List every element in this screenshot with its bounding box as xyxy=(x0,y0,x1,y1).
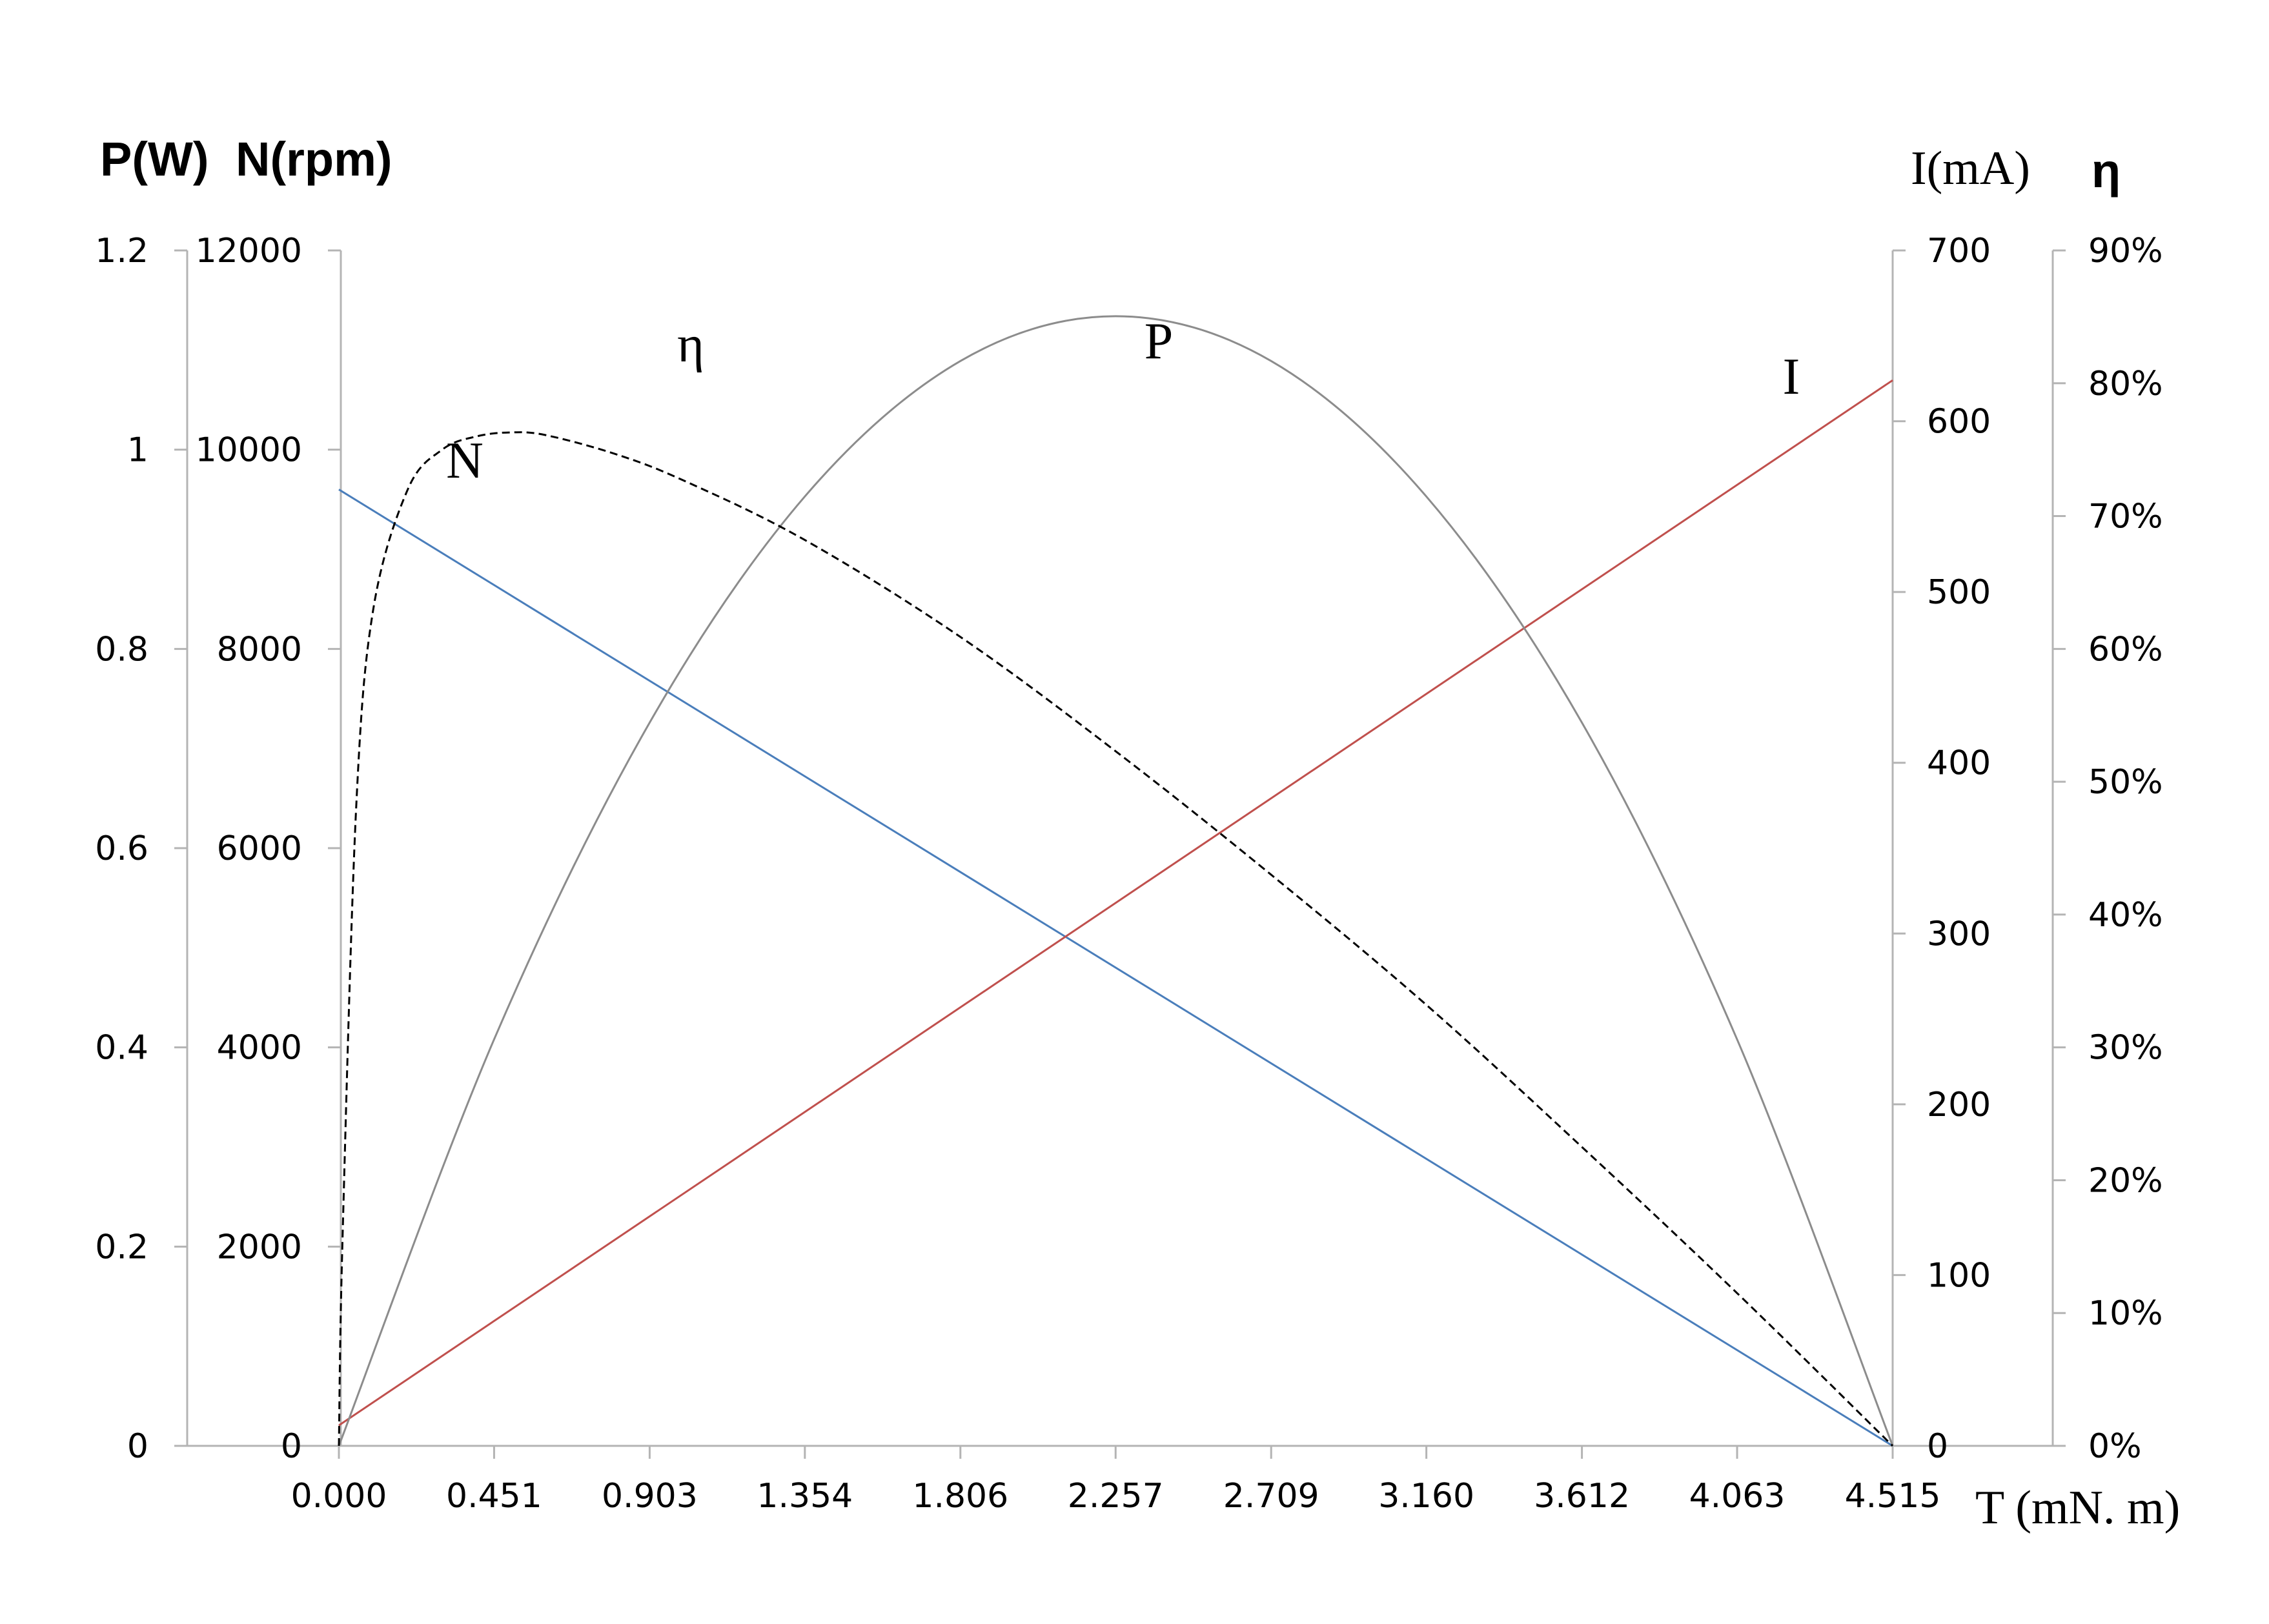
y-tick-label-y_power: 1.2 xyxy=(95,232,148,270)
label-layer: N I Pη xyxy=(446,313,1800,489)
y-tick-label-y_efficiency: 40% xyxy=(2088,896,2163,935)
y-tick-label-y_power: 0.4 xyxy=(95,1029,148,1068)
x-tick-label: 4.063 xyxy=(1689,1477,1786,1516)
y-tick-label-y_current: 600 xyxy=(1927,403,1991,442)
x-axis-title: T (mN. m) xyxy=(1975,1481,2180,1534)
y-tick-label-y_power: 0.8 xyxy=(95,630,148,669)
series-line-2 xyxy=(338,379,1893,1426)
x-tick-label: 4.515 xyxy=(1845,1477,1941,1516)
y-tick-label-y_power: 0.6 xyxy=(95,829,148,868)
y-tick-label-y_efficiency: 60% xyxy=(2088,630,2163,669)
y-tick-label-y_speed: 12000 xyxy=(196,232,302,270)
y-tick-label-y_current: 200 xyxy=(1927,1086,1991,1124)
y-axis-title-current: I(mA) xyxy=(1911,142,2030,195)
series-layer xyxy=(338,315,1894,1447)
y-tick-label-y_current: 100 xyxy=(1927,1256,1991,1295)
y-tick-label-y_speed: 8000 xyxy=(217,630,302,669)
x-tick-label: 0.451 xyxy=(446,1477,542,1516)
y-axis-title-power: P(W) xyxy=(100,132,209,186)
y-tick-label-y_speed: 6000 xyxy=(217,829,302,868)
y-tick-label-y_power: 0 xyxy=(127,1427,148,1466)
series-line-1 xyxy=(338,489,1893,1447)
y-tick-label-y_efficiency: 90% xyxy=(2088,232,2163,270)
series-label-2: I xyxy=(1783,349,1800,405)
y-tick-label-y_efficiency: 70% xyxy=(2088,498,2163,536)
series-line-3 xyxy=(338,315,1894,1446)
y-tick-label-y_current: 400 xyxy=(1927,744,1991,783)
y-tick-label-y_current: 0 xyxy=(1927,1427,1948,1466)
y-axis-title-speed: N(rpm) xyxy=(236,132,392,186)
y-tick-label-y_efficiency: 20% xyxy=(2088,1161,2163,1200)
axes-layer: 0.000 0.451 0.903 1.354 1.806 2.257 2.709 3.160… xyxy=(95,132,2180,1534)
y-tick-label-y_efficiency: 80% xyxy=(2088,365,2163,403)
y-tick-label-y_current: 500 xyxy=(1927,573,1991,612)
x-tick-label: 2.257 xyxy=(1068,1477,1164,1516)
series-line-4 xyxy=(338,431,1894,1447)
series-label-3: P xyxy=(1145,313,1174,370)
y-tick-label-y_current: 300 xyxy=(1927,915,1991,953)
x-tick-label: 1.806 xyxy=(912,1477,1008,1516)
y-tick-label-y_efficiency: 30% xyxy=(2088,1029,2163,1068)
y-tick-label-y_efficiency: 0% xyxy=(2088,1427,2142,1466)
x-tick-label: 3.612 xyxy=(1534,1477,1630,1516)
y-tick-label-y_current: 700 xyxy=(1927,232,1991,270)
y-tick-label-y_efficiency: 50% xyxy=(2088,763,2163,802)
y-tick-label-y_speed: 0 xyxy=(281,1427,302,1466)
x-tick-label: 0.000 xyxy=(291,1477,387,1516)
series-label-4: η xyxy=(677,316,704,373)
y-tick-label-y_power: 1 xyxy=(127,431,148,470)
x-tick-label: 3.160 xyxy=(1378,1477,1474,1516)
x-tick-label: 1.354 xyxy=(757,1477,853,1516)
x-tick-label: 2.709 xyxy=(1223,1477,1319,1516)
y-tick-label-y_speed: 4000 xyxy=(217,1029,302,1068)
y-tick-label-y_efficiency: 10% xyxy=(2088,1294,2163,1333)
x-tick-label: 0.903 xyxy=(602,1477,698,1516)
y-tick-label-y_speed: 10000 xyxy=(196,431,302,470)
y-tick-label-y_speed: 2000 xyxy=(217,1228,302,1266)
y-axis-title-efficiency: η xyxy=(2091,144,2121,198)
series-label-1: N xyxy=(446,432,483,489)
y-tick-label-y_power: 0.2 xyxy=(95,1228,148,1266)
